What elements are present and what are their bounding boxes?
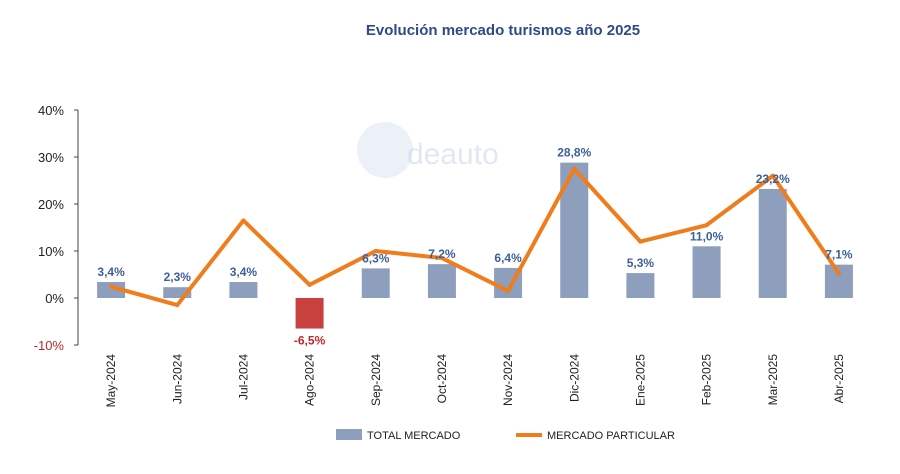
watermark-text: deauto	[407, 138, 499, 171]
line-point-mercado-particular	[439, 256, 444, 261]
bar-data-label: 5,3%	[627, 256, 655, 270]
x-tick-label: Abr-2025	[832, 354, 846, 404]
chart-title: Evolución mercado turismos año 2025	[366, 22, 640, 39]
line-point-mercado-particular	[836, 271, 841, 276]
y-tick-label: 30%	[38, 150, 64, 165]
bar-total-mercado	[97, 282, 126, 298]
x-tick-label: Dic-2024	[567, 354, 581, 402]
y-axis: -10% 0% 10% 20% 30% 40%	[34, 103, 79, 353]
bar-data-label: 6,4%	[494, 251, 522, 265]
line-point-mercado-particular	[241, 218, 246, 223]
line-point-mercado-particular	[638, 239, 643, 244]
line-point-mercado-particular	[770, 173, 775, 178]
bar-total-mercado	[692, 246, 721, 298]
x-tick-label: Ago-2024	[303, 354, 317, 406]
bar-total-mercado	[229, 282, 258, 298]
x-tick-label: Sep-2024	[369, 354, 383, 406]
y-tick-label: 0%	[45, 291, 64, 306]
line-point-mercado-particular	[175, 303, 180, 308]
total-mercado-bars	[97, 162, 853, 329]
line-point-mercado-particular	[373, 249, 378, 253]
bar-data-label: 6,3%	[362, 251, 390, 265]
line-point-mercado-particular	[506, 288, 511, 293]
y-tick-label: -10%	[34, 338, 65, 353]
line-point-mercado-particular	[704, 223, 709, 228]
bar-total-mercado	[626, 273, 655, 298]
bar-total-mercado	[361, 268, 390, 298]
legend-swatch-total-mercado	[336, 429, 362, 440]
bar-data-label: 7,2%	[428, 247, 456, 261]
bar-data-label: 11,0%	[690, 229, 724, 243]
x-tick-label: Oct-2024	[435, 354, 449, 404]
x-tick-label: Jul-2024	[236, 354, 250, 400]
bar-data-label: 3,4%	[230, 265, 258, 279]
bar-total-mercado	[295, 298, 324, 329]
x-tick-label: Feb-2025	[700, 354, 714, 406]
line-mercado-particular	[109, 166, 841, 308]
x-axis: May-2024 Jun-2024 Jul-2024 Ago-2024 Sep-2024…	[104, 354, 846, 408]
mercado-particular-line-layer	[109, 166, 841, 308]
y-tick-label: 10%	[38, 244, 64, 259]
x-tick-label: Mar-2025	[766, 354, 780, 406]
line-point-mercado-particular	[109, 284, 114, 289]
legend-label-total-mercado: TOTAL MERCADO	[367, 430, 461, 442]
watermark-logo: deauto	[357, 122, 499, 178]
y-tick-label: 20%	[38, 197, 64, 212]
bar-data-label: 2,3%	[164, 270, 192, 284]
y-tick-label: 40%	[38, 103, 64, 118]
bar-data-label: -6,5%	[294, 334, 326, 348]
bar-total-mercado	[427, 264, 456, 298]
line-point-mercado-particular	[572, 166, 577, 171]
bar-data-labels: 3,4% 2,3% 3,4% -6,5% 6,3% 7,2% 6,4% 28,8% 5,3% 11…	[97, 146, 853, 348]
bar-data-label: 28,8%	[557, 146, 591, 160]
legend-label-mercado-particular: MERCADO PARTICULAR	[547, 430, 675, 442]
bar-data-label: 23,2%	[756, 172, 790, 186]
x-tick-label: Ene-2025	[633, 354, 647, 406]
x-tick-label: Nov-2024	[501, 354, 515, 406]
legend: TOTAL MERCADO MERCADO PARTICULAR	[336, 429, 675, 442]
bar-total-mercado	[758, 188, 787, 298]
bar-total-mercado	[163, 287, 192, 298]
bar-data-label: 3,4%	[97, 265, 125, 279]
x-tick-label: May-2024	[104, 354, 118, 408]
line-point-mercado-particular	[307, 282, 312, 287]
bar-total-mercado	[824, 264, 853, 298]
x-tick-label: Jun-2024	[170, 354, 184, 404]
bar-data-label: 7,1%	[825, 248, 853, 262]
